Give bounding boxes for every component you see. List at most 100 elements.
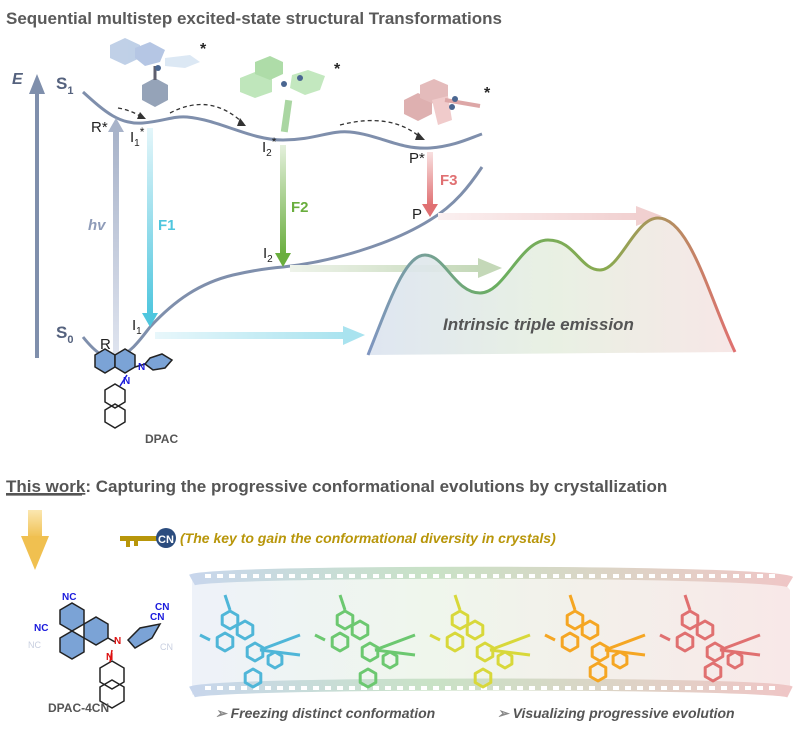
film-hole [733,574,739,578]
f3-arrow [422,152,438,217]
film-hole [721,574,727,578]
film-hole [709,686,715,690]
dpac-n-label: N [123,376,130,387]
crystal-conformer-2 [314,594,416,689]
film-hole [541,574,547,578]
conformer-r-star-image: * [110,38,207,107]
film-hole [517,574,523,578]
bottom-title: This work: Capturing the progressive con… [6,477,667,496]
film-hole [769,574,775,578]
film-hole [721,686,727,690]
crystal-conformer-1 [199,594,301,689]
s1-label: S1 [56,74,73,97]
film-hole [565,686,571,690]
cn-label: CN [150,612,164,623]
hv-label: hv [88,217,107,234]
film-hole [301,686,307,690]
film-hole [745,686,751,690]
film-hole [757,686,763,690]
film-hole [241,686,247,690]
film-hole [433,574,439,578]
emission-arrow-f2 [290,258,502,278]
film-hole [277,574,283,578]
conformation-path-arrows [117,103,421,138]
dpac-n-label: N [138,362,145,373]
caption-1: ➢ Freezing distinct conformation [215,705,435,721]
film-hole [241,574,247,578]
nc-ghost-label: NC [28,640,41,650]
film-hole [253,574,259,578]
film-hole [613,686,619,690]
film-hole [217,574,223,578]
nc-label: NC [34,623,48,634]
film-hole [505,574,511,578]
film-hole [661,574,667,578]
emission-arrow-f1 [155,326,365,345]
crystal-conformer-5 [659,594,761,683]
emission-spectrum-curve [366,216,737,356]
film-hole [577,686,583,690]
emission-arrow-f3 [438,206,662,226]
dpac-4cn-structure [59,602,162,709]
film-hole [349,686,355,690]
dpac-label: DPAC [145,432,178,446]
film-hole [697,574,703,578]
n-label: N [106,652,113,663]
film-hole [385,574,391,578]
cn-badge: CN [158,534,174,546]
film-hole [409,574,415,578]
film-hole [445,686,451,690]
top-title: Sequential multistep excited-state struc… [6,9,502,28]
f1-arrow [142,128,158,327]
film-hole [697,686,703,690]
film-hole [397,574,403,578]
film-hole [493,686,499,690]
point-labels: R* I1* I2* P* R I1 I2 P [91,119,425,353]
f2-arrow [275,145,291,267]
conformer-i2-star-image: * [240,56,341,133]
film-hole [505,686,511,690]
film-hole [253,686,259,690]
film-hole [313,574,319,578]
film-hole [265,574,271,578]
film-hole [349,574,355,578]
film-hole [637,574,643,578]
caption-2: ➢ Visualizing progressive evolution [497,705,735,721]
film-hole [205,686,211,690]
film-hole [457,686,463,690]
conformer-p-star-image: * [404,79,491,125]
film-hole [301,574,307,578]
film-hole [529,686,535,690]
film-hole [313,686,319,690]
dpac-structure [94,348,174,429]
film-hole [589,574,595,578]
film-hole [637,686,643,690]
film-hole [529,574,535,578]
film-hole [601,574,607,578]
film-hole [217,686,223,690]
star-label: * [200,41,207,58]
film-hole [661,686,667,690]
p-star-label: P* [409,150,425,167]
cn-label: CN [155,602,169,613]
film-hole [325,574,331,578]
film-hole [373,574,379,578]
star-label: * [484,85,491,102]
star-label: * [334,61,341,78]
key-text: (The key to gain the conformational dive… [180,530,556,546]
film-hole [685,686,691,690]
film-hole [601,686,607,690]
film-hole [325,686,331,690]
i1-star-label: I1* [130,125,145,149]
film-hole [745,574,751,578]
film-hole [373,686,379,690]
r-star-label: R* [91,119,108,136]
i2-star-label: I2* [262,135,277,159]
p-label: P [412,206,422,223]
film-hole [205,574,211,578]
film-hole [337,686,343,690]
film-hole [553,686,559,690]
film-hole [625,686,631,690]
film-hole [673,574,679,578]
